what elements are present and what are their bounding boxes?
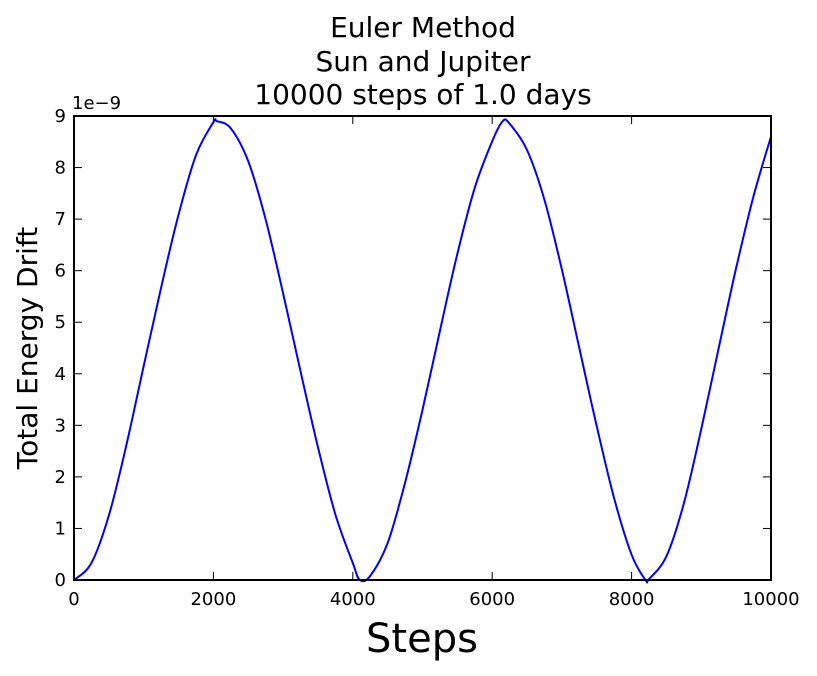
- x-tick-label: 4000: [330, 589, 376, 610]
- y-tick-label: 3: [55, 415, 66, 436]
- y-offset-label: 1e−9: [72, 93, 121, 114]
- y-axis-label: Total Energy Drift: [11, 227, 44, 470]
- y-tick-label: 0: [55, 570, 66, 591]
- chart-title-line-2: Sun and Jupiter: [315, 45, 531, 78]
- y-tick-label: 4: [55, 364, 66, 385]
- y-tick-label: 2: [55, 467, 66, 488]
- y-tick-label: 1: [55, 518, 66, 539]
- x-tick-label: 2000: [190, 589, 236, 610]
- plot-frame: [73, 115, 772, 581]
- y-tick-label: 7: [55, 209, 66, 230]
- y-ticks: 0 1 2 3 4 5 6 7 8 9: [55, 106, 771, 591]
- chart-title-line-3: 10000 steps of 1.0 days: [254, 78, 591, 111]
- chart-title-line-1: Euler Method: [330, 11, 516, 44]
- x-axis-label: Steps: [366, 616, 478, 662]
- y-tick-label: 5: [55, 312, 66, 333]
- x-tick-label: 0: [68, 589, 79, 610]
- x-ticks: 0 2000 4000 6000 8000 10000: [68, 116, 800, 610]
- x-tick-label: 8000: [609, 589, 655, 610]
- y-tick-label: 8: [55, 158, 66, 179]
- x-tick-label: 10000: [742, 589, 799, 610]
- energy-drift-line: [73, 118, 772, 584]
- x-tick-label: 6000: [469, 589, 515, 610]
- y-tick-label: 6: [55, 261, 66, 282]
- y-tick-label: 9: [55, 106, 66, 127]
